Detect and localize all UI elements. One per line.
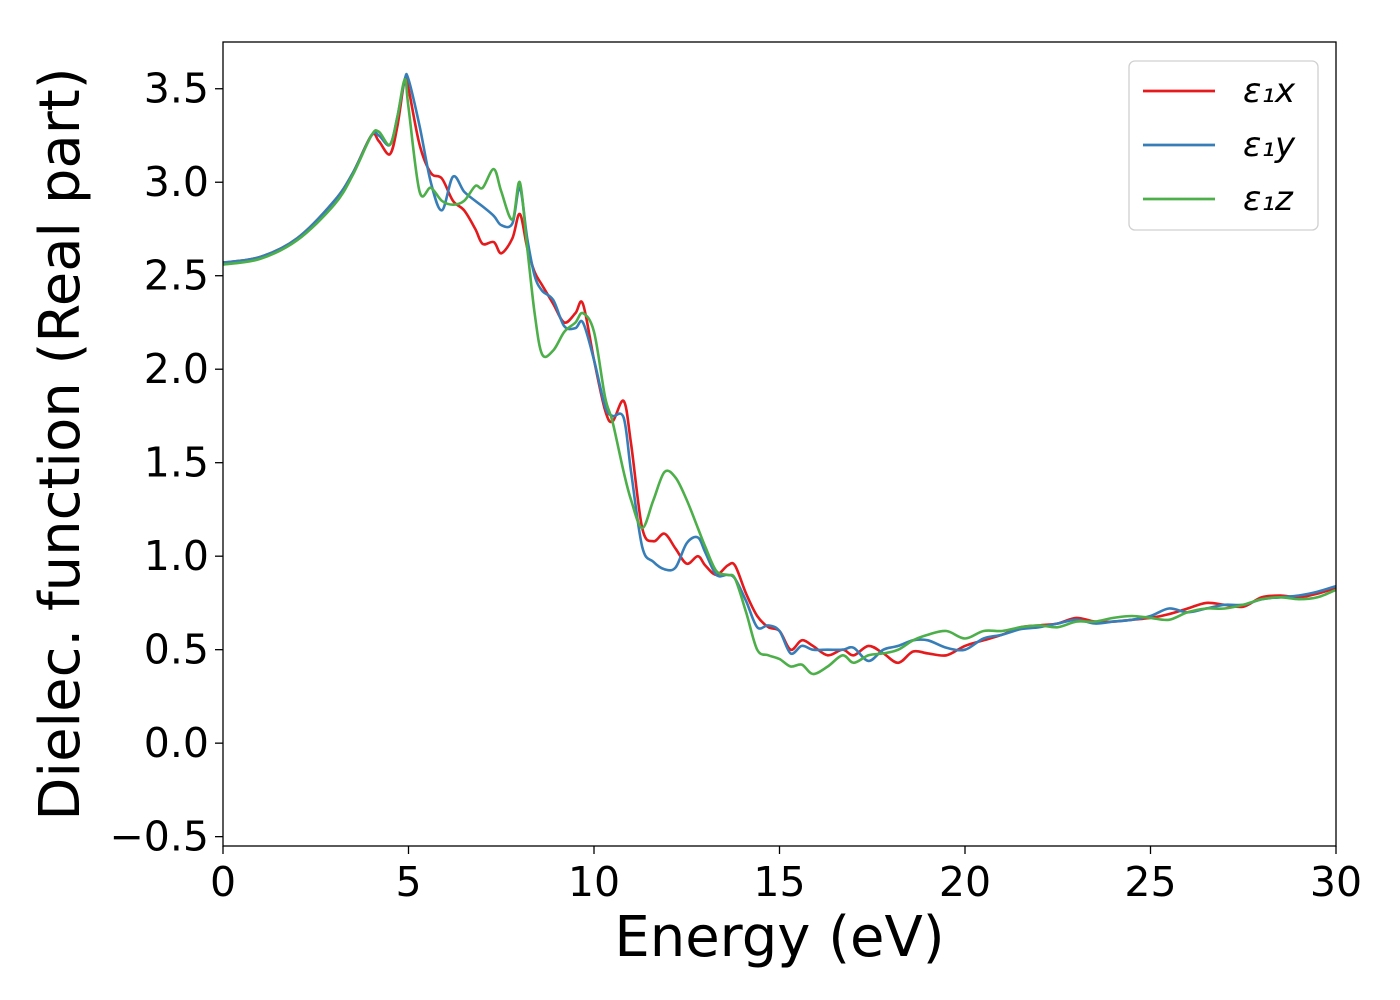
legend-label: ε₁z [1243,179,1294,219]
y-tick-label: 0.0 [144,719,209,767]
x-tick-label: 0 [210,858,236,906]
x-tick-label: 5 [395,858,421,906]
y-tick-label: 2.0 [144,345,209,393]
x-tick-label: 15 [753,858,805,906]
legend: ε₁x ε₁y ε₁z [1128,60,1319,231]
y-tick-label: 2.5 [144,252,209,300]
legend-box [1128,60,1319,231]
y-axis-title: Dielec. function (Real part) [28,67,93,820]
y-tick-label: 3.5 [144,65,209,113]
series-line-0 [223,75,1336,665]
x-tick-label: 10 [568,858,620,906]
y-axis: −0.5 0.0 0.5 1.0 1.5 2.0 2.5 3.0 3.5 [109,65,223,861]
series-layer [223,72,1336,676]
x-tick-label: 30 [1310,858,1362,906]
y-tick-label: 1.5 [144,439,209,487]
y-tick-label: 1.0 [144,532,209,580]
x-tick-label: 20 [939,858,991,906]
y-tick-label: 3.0 [144,158,209,206]
y-tick-label: −0.5 [109,813,209,861]
series-line-2 [223,78,1336,676]
x-axis-title: Energy (eV) [614,905,944,970]
legend-label: ε₁y [1243,125,1296,165]
x-axis: 0 5 10 15 20 25 30 [210,846,1362,906]
legend-label: ε₁x [1243,71,1296,111]
y-tick-label: 0.5 [144,626,209,674]
x-tick-label: 25 [1124,858,1176,906]
